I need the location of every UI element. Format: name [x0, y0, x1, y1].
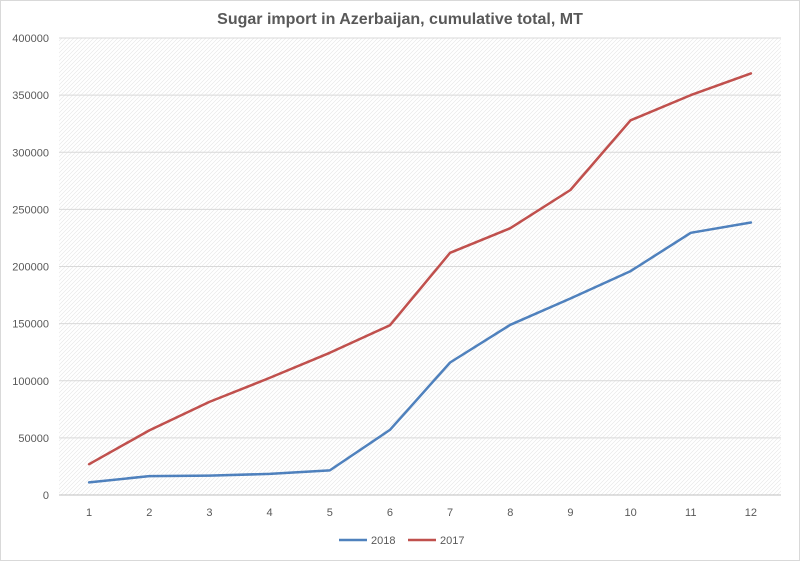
x-tick-label: 9: [567, 507, 573, 519]
y-tick-label: 200000: [12, 262, 49, 274]
y-tick-label: 350000: [12, 90, 49, 102]
y-tick-label: 300000: [12, 147, 49, 159]
x-tick-label: 12: [745, 507, 757, 519]
x-tick-label: 4: [267, 507, 273, 519]
x-tick-label: 3: [206, 507, 212, 519]
legend: 2018 2017: [339, 535, 464, 547]
x-tick-label: 6: [387, 507, 393, 519]
legend-label: 2018: [371, 535, 395, 547]
x-tick-label: 11: [685, 507, 696, 519]
y-tick-label: 50000: [18, 433, 49, 445]
x-tick-label: 5: [327, 507, 333, 519]
x-tick-label: 8: [507, 507, 513, 519]
legend-label: 2017: [440, 535, 464, 547]
series-line-2017: [87, 72, 753, 466]
x-tick-label: 1: [86, 507, 92, 519]
y-tick-label: 100000: [12, 376, 49, 388]
series-line-2018: [87, 221, 753, 484]
y-axis: 0 50000 100000 150000 200000 250000 300000 3500…: [12, 33, 49, 502]
x-tick-label: 7: [447, 507, 453, 519]
y-tick-label: 0: [43, 490, 49, 502]
y-tick-label: 400000: [12, 33, 49, 45]
chart-title: Sugar import in Azerbaijan, cumulative t…: [217, 11, 583, 28]
x-tick-label: 10: [624, 507, 636, 519]
series-lines: [87, 72, 753, 484]
y-tick-label: 150000: [12, 319, 49, 331]
x-axis: 1 2 3 4 5 6 7 8 9 10 11 12: [86, 507, 757, 519]
y-tick-label: 250000: [12, 204, 49, 216]
x-tick-label: 2: [146, 507, 152, 519]
gridlines: [59, 37, 781, 496]
